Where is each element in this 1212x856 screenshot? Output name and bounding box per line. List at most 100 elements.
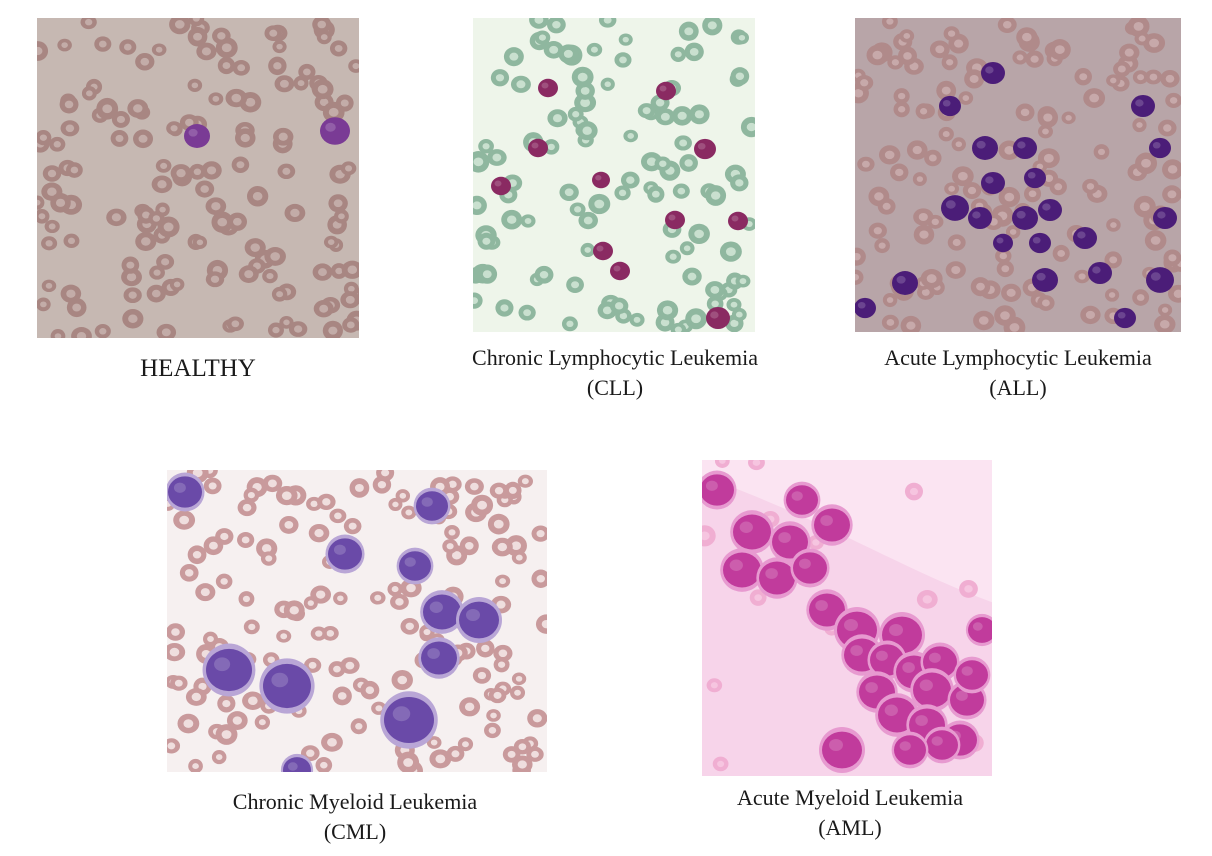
red-blood-cell	[517, 474, 533, 488]
red-blood-cell	[679, 241, 695, 256]
red-blood-cell	[328, 194, 348, 213]
red-blood-cell	[559, 183, 579, 201]
red-blood-cell	[1165, 92, 1181, 108]
red-blood-cell	[684, 42, 704, 62]
red-blood-cell	[1074, 68, 1092, 86]
red-blood-cell	[312, 18, 332, 34]
red-blood-cell	[566, 276, 584, 294]
red-blood-cell	[655, 108, 676, 126]
white-blood-cell	[592, 171, 610, 189]
red-blood-cell	[156, 323, 177, 338]
red-blood-cell	[906, 140, 928, 160]
red-blood-cell	[192, 235, 208, 250]
red-blood-cell	[951, 137, 966, 152]
white-blood-cell	[811, 504, 853, 546]
red-blood-cell	[900, 315, 922, 332]
red-blood-cell	[857, 156, 875, 172]
red-blood-cell	[689, 104, 710, 125]
red-blood-cell	[958, 91, 974, 105]
red-blood-cell	[973, 310, 995, 331]
red-blood-cell	[488, 687, 507, 704]
white-blood-cell	[953, 656, 991, 694]
red-blood-cell	[970, 277, 991, 297]
red-blood-cell	[169, 277, 185, 291]
red-blood-cell	[1074, 269, 1090, 284]
red-blood-cell	[495, 299, 514, 317]
red-blood-cell	[94, 36, 112, 52]
red-blood-cell	[567, 106, 584, 122]
red-blood-cell	[487, 513, 510, 535]
red-blood-cell	[679, 154, 698, 172]
aml-blood-smear-image	[702, 460, 992, 776]
white-blood-cell	[610, 261, 630, 281]
red-blood-cell	[369, 591, 386, 605]
red-blood-cell	[167, 623, 186, 641]
smear-background	[473, 18, 755, 332]
white-blood-cell	[968, 206, 992, 230]
red-blood-cell	[195, 180, 215, 198]
red-blood-cell	[637, 103, 656, 119]
red-blood-cell	[66, 162, 83, 178]
red-blood-cell	[947, 234, 966, 251]
red-blood-cell	[534, 30, 551, 45]
red-blood-cell	[119, 39, 137, 55]
red-blood-cell	[133, 129, 154, 149]
red-blood-cell	[155, 202, 170, 217]
red-blood-cell	[1037, 124, 1053, 139]
red-blood-cell	[588, 193, 611, 215]
red-blood-cell	[343, 518, 362, 535]
red-blood-cell	[122, 309, 144, 329]
red-blood-cell	[899, 29, 915, 43]
red-blood-cell	[188, 758, 203, 772]
white-blood-cell	[965, 613, 992, 647]
red-blood-cell	[656, 300, 679, 321]
red-blood-cell	[177, 713, 200, 734]
red-blood-cell	[215, 724, 238, 745]
red-blood-cell	[1037, 107, 1059, 128]
red-blood-cell	[202, 631, 219, 647]
caption-cll-line1: Chronic Lymphocytic Leukemia	[472, 345, 758, 370]
red-blood-cell	[311, 79, 334, 100]
red-blood-cell	[264, 25, 283, 42]
red-blood-cell	[964, 69, 985, 89]
caption-all-line1: Acute Lymphocytic Leukemia	[884, 345, 1152, 370]
white-blood-cell	[1146, 267, 1174, 293]
red-blood-cell	[501, 209, 523, 230]
red-blood-cell	[313, 300, 334, 318]
red-blood-cell	[208, 92, 224, 106]
red-blood-cell	[215, 573, 233, 590]
red-blood-cell	[340, 161, 357, 176]
red-blood-cell	[487, 149, 507, 166]
red-blood-cell	[473, 292, 483, 309]
white-blood-cell	[320, 117, 350, 145]
red-blood-cell	[924, 149, 942, 167]
panel-aml	[702, 460, 992, 776]
red-blood-cell	[941, 54, 958, 71]
red-blood-cell	[995, 248, 1012, 264]
red-blood-cell	[205, 197, 227, 216]
red-blood-cell	[734, 31, 749, 45]
red-blood-cell	[243, 619, 260, 635]
red-blood-cell	[730, 174, 749, 192]
red-blood-cell	[94, 324, 111, 338]
red-blood-cell	[996, 260, 1014, 278]
red-blood-cell	[614, 52, 632, 68]
red-blood-cell	[578, 211, 598, 230]
red-blood-cell	[920, 268, 943, 289]
red-blood-cell	[1134, 31, 1150, 46]
red-blood-cell	[730, 67, 750, 86]
red-blood-cell	[335, 94, 354, 112]
white-blood-cell	[528, 138, 548, 158]
red-blood-cell	[226, 711, 248, 731]
red-blood-cell	[943, 26, 960, 41]
red-blood-cell	[882, 292, 898, 308]
red-blood-cell	[547, 18, 566, 34]
red-blood-cell	[59, 95, 79, 114]
caption-aml: Acute Myeloid Leukemia (AML)	[680, 783, 1020, 843]
white-blood-cell	[1073, 226, 1097, 250]
caption-aml-line2: (AML)	[818, 815, 882, 840]
white-blood-cell	[728, 211, 748, 231]
white-blood-cell	[1038, 198, 1062, 222]
red-blood-cell	[1037, 295, 1055, 311]
red-blood-cell	[37, 130, 52, 146]
